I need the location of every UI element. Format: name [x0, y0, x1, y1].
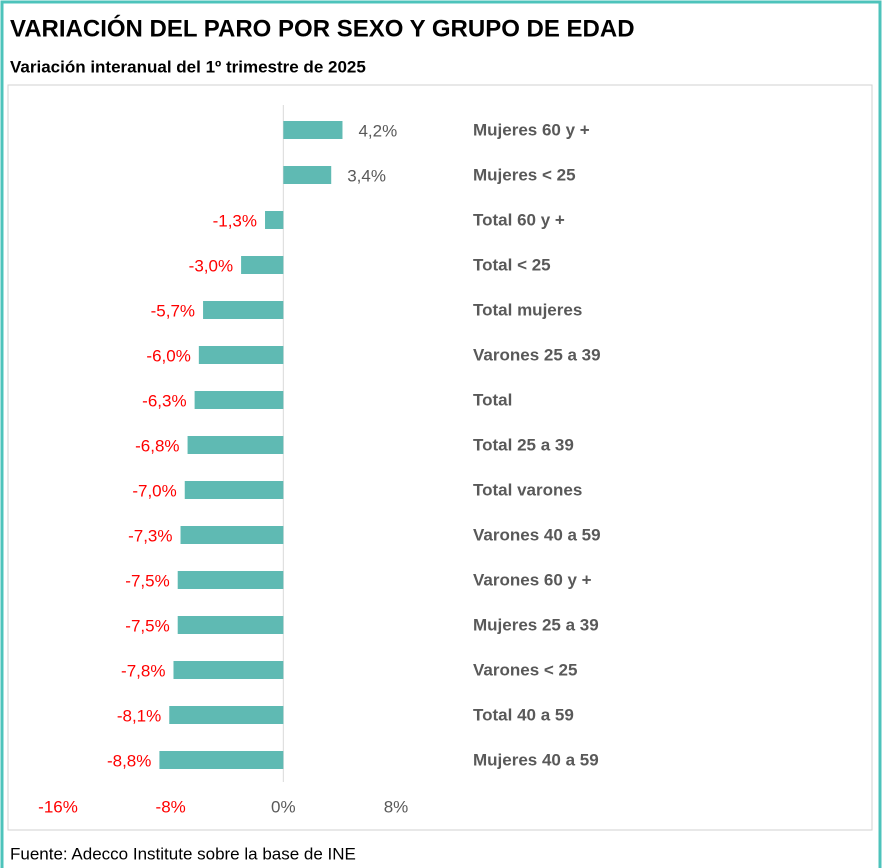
value-label: 4,2%	[358, 121, 397, 140]
x-tick-label: 0%	[271, 797, 296, 816]
bar	[265, 211, 284, 229]
value-label: -7,0%	[132, 481, 176, 500]
category-label: Total < 25	[473, 255, 551, 274]
source: Fuente: Adecco Institute sobre la base d…	[10, 844, 356, 863]
category-label: Varones < 25	[473, 660, 577, 679]
bar	[203, 301, 284, 319]
bar	[198, 346, 284, 364]
chart-title: VARIACIÓN DEL PARO POR SEXO Y GRUPO DE E…	[10, 14, 635, 42]
bar	[159, 751, 284, 769]
bar	[173, 661, 284, 679]
bar	[177, 616, 284, 634]
value-label: -7,3%	[128, 526, 172, 545]
category-label: Varones 60 y +	[473, 570, 592, 589]
category-label: Varones 25 a 39	[473, 345, 601, 364]
value-label: -7,8%	[121, 661, 165, 680]
value-label: -6,8%	[135, 436, 179, 455]
value-label: 3,4%	[347, 166, 386, 185]
category-label: Total 25 a 39	[473, 435, 574, 454]
x-tick-label: -8%	[156, 797, 186, 816]
category-label: Total	[473, 390, 512, 409]
bar	[194, 391, 284, 409]
category-label: Total varones	[473, 480, 582, 499]
category-label: Varones 40 a 59	[473, 525, 601, 544]
value-label: -7,5%	[125, 571, 169, 590]
value-label: -1,3%	[213, 211, 257, 230]
value-label: -8,1%	[117, 706, 161, 725]
value-label: -6,0%	[146, 346, 190, 365]
category-label: Total 40 a 59	[473, 705, 574, 724]
plot-frame	[7, 84, 873, 831]
category-label: Mujeres 25 a 39	[473, 615, 599, 634]
bar	[184, 481, 284, 499]
bar	[177, 571, 284, 589]
bar	[283, 166, 332, 184]
x-tick-label: -16%	[38, 797, 78, 816]
category-label: Total 60 y +	[473, 210, 565, 229]
category-label: Mujeres 40 a 59	[473, 750, 599, 769]
category-label: Total mujeres	[473, 300, 582, 319]
bar	[187, 436, 284, 454]
chart-subtitle: Variación interanual del 1º trimestre de…	[10, 57, 366, 76]
value-label: -3,0%	[189, 256, 233, 275]
category-label: Mujeres < 25	[473, 165, 576, 184]
bar	[169, 706, 284, 724]
bar	[241, 256, 284, 274]
value-label: -6,3%	[142, 391, 186, 410]
bar	[283, 121, 343, 139]
category-label: Mujeres 60 y +	[473, 120, 590, 139]
x-tick-label: 8%	[384, 797, 409, 816]
bar	[180, 526, 284, 544]
value-label: -5,7%	[151, 301, 195, 320]
value-label: -7,5%	[125, 616, 169, 635]
value-label: -8,8%	[107, 751, 151, 770]
